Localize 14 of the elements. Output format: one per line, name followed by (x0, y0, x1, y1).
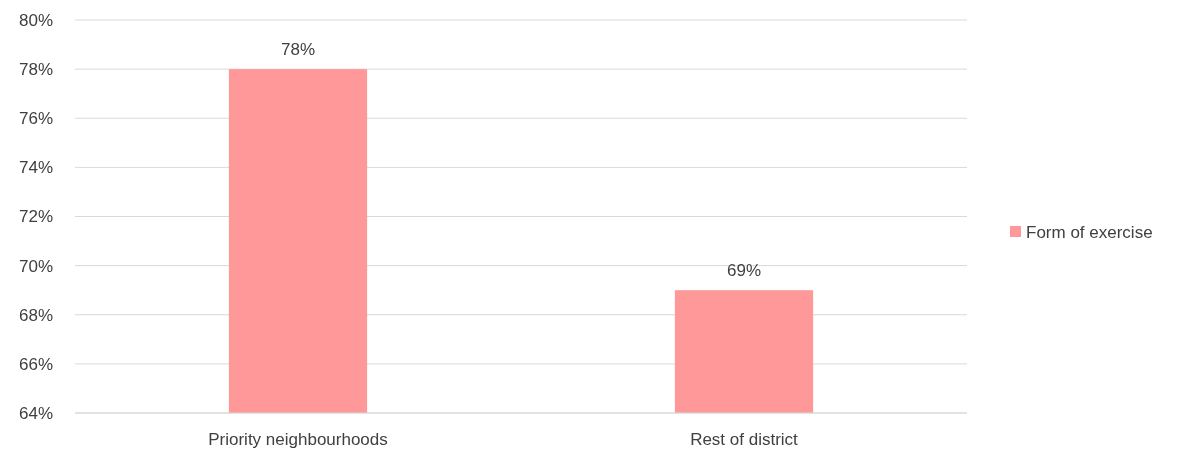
data-label: 78% (280, 40, 316, 60)
y-tick-label: 80% (18, 10, 53, 30)
y-tick-label: 68% (18, 305, 53, 325)
y-tick-label: 72% (18, 207, 53, 227)
y-tick-label: 76% (18, 109, 53, 129)
y-tick-label: 64% (18, 403, 53, 423)
data-label: 69% (726, 261, 762, 281)
y-tick-label: 78% (18, 60, 53, 80)
legend-label: Form of exercise (1026, 222, 1153, 242)
y-tick-label: 66% (18, 354, 53, 374)
x-tick-label: Priority neighbourhoods (208, 430, 388, 449)
y-tick-label: 70% (18, 256, 53, 276)
x-tick-label: Rest of district (690, 430, 799, 449)
y-tick-label: 74% (18, 158, 53, 178)
